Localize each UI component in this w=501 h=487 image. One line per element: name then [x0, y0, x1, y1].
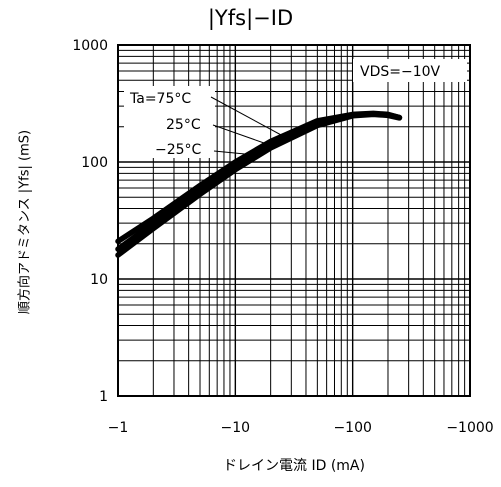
x-tick-label: −10	[221, 420, 251, 436]
x-tick-label: −100	[333, 420, 371, 436]
series-line-2	[115, 111, 403, 258]
legend-label-75: Ta=75°C	[129, 91, 191, 107]
chart-title: |Yfs|−ID	[207, 6, 294, 30]
legend-box	[124, 86, 215, 158]
x-tick-labels: −1 −10 −100 −1000	[108, 420, 494, 436]
y-tick-label: 1	[99, 389, 108, 405]
y-tick-labels: 1 10 100 1000	[72, 38, 108, 405]
condition-label-box	[353, 59, 467, 82]
series-curves	[115, 110, 403, 258]
y-tick-label: 10	[90, 272, 108, 288]
legend-leader-75	[210, 96, 284, 137]
legend-label-minus25: −25°C	[155, 142, 202, 158]
x-tick-label: −1	[108, 420, 129, 436]
y-tick-label: 1000	[72, 38, 108, 54]
legend-leader-25	[212, 124, 265, 144]
annotations: VDS=−10V Ta=75°C 25°C −25°C	[124, 59, 467, 158]
x-tick-label: −1000	[446, 420, 493, 436]
legend-leader-minus25	[213, 150, 246, 155]
plot-frame	[117, 44, 471, 397]
x-axis-label: ドレイン電流 ID (mA)	[223, 458, 365, 474]
legend-label-25: 25°C	[166, 117, 201, 133]
y-axis-label: 順方向アドミタンス |Yfs| (mS)	[17, 129, 33, 315]
condition-label: VDS=−10V	[360, 64, 441, 80]
y-tick-label: 100	[81, 155, 108, 171]
